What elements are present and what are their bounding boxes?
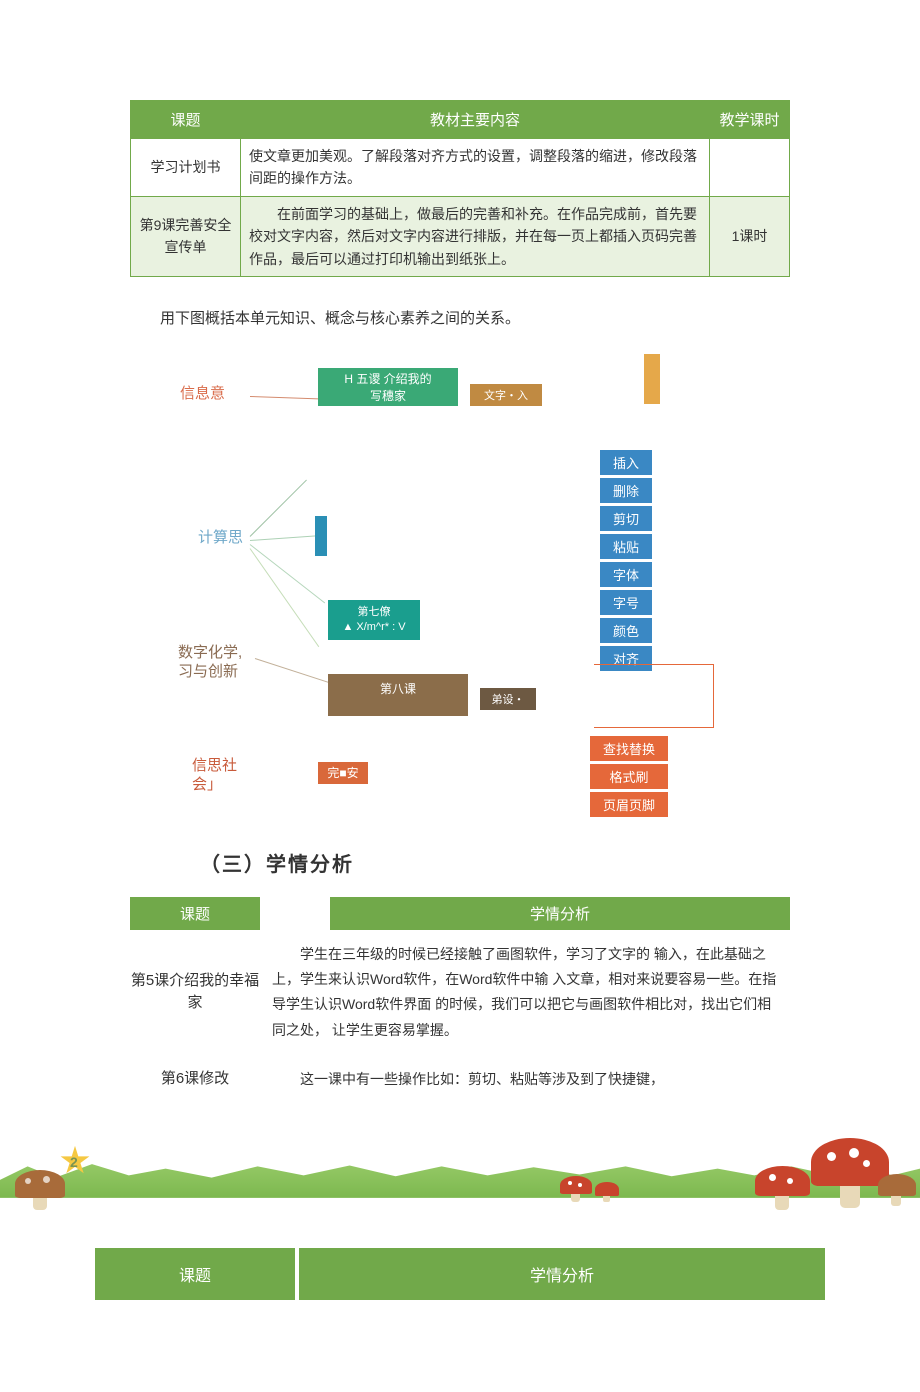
- diagram-label: 信思社 会」: [192, 756, 237, 795]
- diagram-box-lesson5: H 五谡 介绍我的 写穗家: [318, 368, 458, 406]
- cell-topic: 第9课完善安全宣传单: [131, 196, 241, 276]
- cell-analysis: 这一课中有一些操作比如：剪切、粘贴等涉及到了快捷键，: [260, 1061, 790, 1098]
- cell-content: 在前面学习的基础上，做最后的完善和补充。在作品完成前，首先要校对文字内容，然后对…: [241, 196, 710, 276]
- cell-topic: 第6课修改: [130, 1068, 260, 1091]
- cell-topic: 第5课介绍我的幸福家: [130, 970, 260, 1015]
- diagram-label: 信息意: [180, 384, 225, 404]
- analysis-table-header: 课题 学情分析: [130, 897, 790, 930]
- diagram-pill-paste: 粘贴: [600, 534, 652, 559]
- diagram-label: 计算思: [198, 528, 243, 548]
- diagram-box-setting: 弟设・: [480, 688, 536, 710]
- th-hours: 教学课时: [710, 101, 790, 139]
- diagram-box-bar: [315, 516, 327, 556]
- page-number: 2: [70, 1154, 78, 1170]
- footer-header-bar: 课题 学情分析: [0, 1248, 920, 1300]
- footer-th-analysis: 学情分析: [299, 1248, 825, 1300]
- diagram-pill-headerfooter: 页眉页脚: [590, 792, 668, 817]
- table-row: 学习计划书 使文章更加美观。了解段落对齐方式的设置，调整段落的缩进，修改段落间距…: [131, 139, 790, 197]
- diagram-pill-formatbrush: 格式刷: [590, 764, 668, 789]
- diagram-sliver: [644, 354, 660, 404]
- diagram-line: [250, 480, 307, 537]
- table-row: 第9课完善安全宣传单 在前面学习的基础上，做最后的完善和补充。在作品完成前，首先…: [131, 196, 790, 276]
- diagram-label: 数字化学, 习与创新: [178, 643, 242, 682]
- cell-hours: [710, 139, 790, 197]
- diagram-box-lesson8: 第八课: [328, 674, 468, 716]
- diagram-pill-cut: 剪切: [600, 506, 652, 531]
- mushroom-icon: [878, 1174, 916, 1206]
- mushroom-icon: [595, 1182, 619, 1202]
- mushroom-icon: [755, 1166, 810, 1210]
- section-heading: （三）学情分析: [200, 848, 790, 877]
- th-content: 教材主要内容: [241, 101, 710, 139]
- diagram-box-complete: 完■安: [318, 762, 368, 784]
- table-row: 第6课修改 这一课中有一些操作比如：剪切、粘贴等涉及到了快捷键，: [130, 1061, 790, 1098]
- cell-analysis: 学生在三年级的时候已经接触了画图软件，学习了文字的 输入，在此基础之上，学生来认…: [260, 936, 790, 1049]
- content-table-1: 课题 教材主要内容 教学课时 学习计划书 使文章更加美观。了解段落对齐方式的设置…: [130, 100, 790, 277]
- footer-decoration: 2: [0, 1118, 920, 1248]
- diagram-pill-size: 字号: [600, 590, 652, 615]
- concept-diagram: 信息意 计算思 数字化学, 习与创新 信思社 会」 H 五谡 介绍我的 写穗家 …: [140, 348, 780, 818]
- cell-hours: 1课时: [710, 196, 790, 276]
- diagram-outline-box: [594, 664, 714, 728]
- diagram-pill-findreplace: 查找替换: [590, 736, 668, 761]
- diagram-line: [250, 535, 320, 541]
- diagram-pill-font: 字体: [600, 562, 652, 587]
- cell-topic: 学习计划书: [131, 139, 241, 197]
- th-topic: 课题: [130, 897, 260, 930]
- footer-th-topic: 课题: [95, 1248, 295, 1300]
- table-row: 第5课介绍我的幸福家 学生在三年级的时候已经接触了画图软件，学习了文字的 输入，…: [130, 936, 790, 1049]
- diagram-box-textinput: 文字・入: [470, 384, 542, 406]
- mushroom-icon: [15, 1170, 65, 1210]
- diagram-caption: 用下图概括本单元知识、概念与核心素养之间的关系。: [160, 307, 790, 328]
- th-topic: 课题: [131, 101, 241, 139]
- diagram-line: [250, 544, 325, 603]
- th-analysis: 学情分析: [330, 897, 790, 930]
- diagram-pill-insert: 插入: [600, 450, 652, 475]
- diagram-box-lesson7: 第七僚 ▲ X/m^r* : V: [328, 600, 420, 640]
- diagram-line: [250, 548, 320, 647]
- diagram-pill-delete: 删除: [600, 478, 652, 503]
- diagram-pill-color: 颜色: [600, 618, 652, 643]
- cell-content: 使文章更加美观。了解段落对齐方式的设置，调整段落的缩进，修改段落间距的操作方法。: [241, 139, 710, 197]
- mushroom-icon: [560, 1176, 592, 1202]
